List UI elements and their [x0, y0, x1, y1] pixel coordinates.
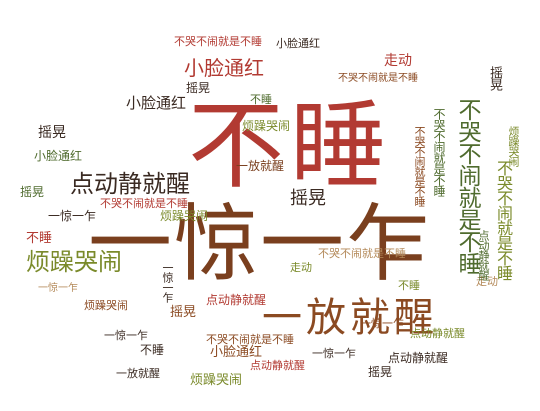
word-xiaolian-small-4: 小脸通红	[210, 345, 263, 360]
word-bushui-small-3: 不睡	[398, 279, 420, 292]
word-dian-vertical: 点动静就醒	[477, 230, 490, 280]
word-yaohuang-small-1: 摇晃	[38, 125, 66, 141]
word-dian-small-2: 点动静就醒	[388, 351, 449, 365]
word-yijing-small-3: 一惊一乍	[104, 329, 148, 342]
word-bukubunao-vertical-green: 不哭不闹就是不睡	[432, 108, 446, 196]
word-bukubunao-vertical-small: 不哭不闹就是不睡	[413, 126, 426, 206]
word-zoudong-small-2: 走动	[290, 261, 312, 274]
word-bukubunao-vertical-medium: 不哭不闹就是不睡	[494, 160, 513, 280]
word-yaohuang-vertical: 摇晃	[487, 66, 502, 90]
word-dian-medium: 点动静就醒	[70, 170, 190, 198]
word-yaohuang-small-4: 摇晃	[186, 81, 211, 95]
word-dian-small-1: 点动静就醒	[206, 293, 267, 307]
word-xiaolian-small-1: 小脸通红	[126, 94, 187, 112]
word-xiaolian-small-2: 小脸通红	[34, 149, 83, 163]
word-bukubunao-vertical-large: 不哭不闹就是不睡	[454, 98, 480, 274]
word-yijing-large: 一惊一乍	[88, 195, 433, 293]
word-yaohuang-small-2: 摇晃	[170, 305, 197, 320]
word-yijing-small-4: 一惊一乍	[312, 347, 356, 360]
word-bushui-large: 不睡	[188, 90, 392, 202]
word-bushui-small-2: 不睡	[140, 343, 165, 357]
word-yijing-small-1: 一惊一乍	[48, 209, 97, 223]
word-fanzao-small-1: 烦躁哭闹	[160, 209, 209, 223]
word-bukubunao-small-2: 不哭不闹就是不睡	[100, 197, 188, 210]
word-bushui-small-4: 不睡	[250, 93, 272, 106]
word-fanzao-small-2: 烦躁哭闹	[190, 373, 243, 388]
word-bukubunao-small-5: 不哭不闹就是不睡	[338, 73, 418, 84]
word-yifang-large: 一放就醒	[262, 295, 438, 341]
word-yifang-small-2: 一放就醒	[116, 367, 160, 380]
word-zoudong-small-1: 走动	[384, 53, 412, 69]
word-fanzao-small-4: 烦躁哭闹	[242, 119, 291, 133]
word-yaohuang-small-5: 摇晃	[368, 365, 393, 379]
word-fanzao-medium: 烦躁哭闹	[26, 248, 122, 276]
word-yijing-small-5: 一惊一乍	[38, 283, 78, 294]
word-bukubunao-small-4: 不哭不闹就是不睡	[206, 333, 294, 346]
word-yifang-small-1: 一放就醒	[236, 159, 285, 173]
word-yijing-vertical: 一惊一乍	[161, 262, 174, 302]
word-dian-small-4: 点动静就醒	[410, 327, 465, 340]
word-yijing-small-2: 一惊一乍	[360, 317, 404, 330]
word-bukubunao-small-1: 不哭不闹就是不睡	[174, 35, 262, 48]
word-xiaolian-small-3: 小脸通红	[276, 37, 320, 50]
word-bushui-small-1: 不睡	[26, 231, 53, 246]
word-bukubunao-small-3: 不哭不闹就是不睡	[318, 247, 406, 260]
word-yaohuang-medium: 摇晃	[290, 188, 326, 209]
word-fanzao-vertical: 烦躁哭闹	[507, 126, 520, 166]
word-dian-small-3: 点动静就醒	[250, 359, 305, 372]
word-yaohuang-small-3: 摇晃	[20, 185, 45, 199]
word-xiaolian-medium: 小脸通红	[184, 56, 264, 80]
word-fanzao-small-3: 烦躁哭闹	[84, 299, 128, 312]
word-zoudong-small-3: 走动	[476, 275, 498, 288]
